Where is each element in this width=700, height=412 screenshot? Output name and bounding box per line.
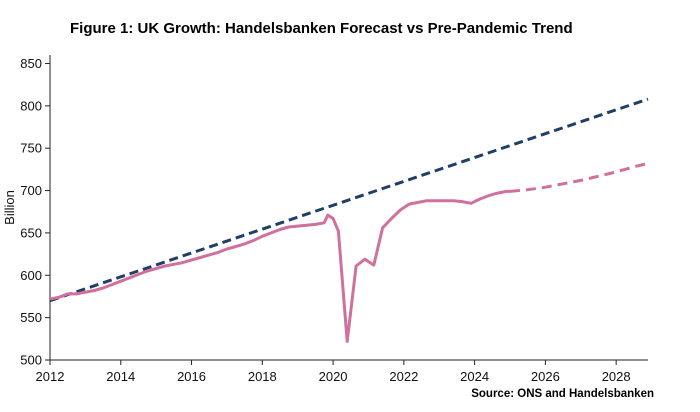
y-tick-label: 750 xyxy=(20,141,42,156)
series-line-actual xyxy=(49,189,510,343)
x-tick-label: 2016 xyxy=(177,369,206,384)
y-tick-label: 700 xyxy=(20,183,42,198)
x-tick-label: 2026 xyxy=(531,369,560,384)
y-tick-label: 800 xyxy=(20,98,42,113)
y-tick-label: 650 xyxy=(20,225,42,240)
chart-series-layer xyxy=(49,97,649,343)
x-tick-label: 2022 xyxy=(389,369,418,384)
chart-axes: 500 550 600 650 700 750 800 850 2012 2014 2016 2018… xyxy=(20,55,648,384)
series-line-forecast xyxy=(509,161,649,193)
y-tick-label: 500 xyxy=(20,353,42,368)
y-tick-label: 850 xyxy=(20,56,42,71)
source-note: Source: ONS and Handelsbanken xyxy=(471,388,654,400)
y-axis-title: Billion xyxy=(2,190,17,225)
x-tick-label: 2028 xyxy=(602,369,631,384)
x-tick-label: 2018 xyxy=(248,369,277,384)
x-tick-label: 2024 xyxy=(460,369,489,384)
chart-title: Figure 1: UK Growth: Handelsbanken Forec… xyxy=(70,20,573,37)
series-line-trend xyxy=(49,97,649,303)
y-tick-label: 600 xyxy=(20,268,42,283)
x-tick-label: 2012 xyxy=(36,369,65,384)
x-tick-label: 2014 xyxy=(106,369,135,384)
y-tick-label: 550 xyxy=(20,310,42,325)
x-tick-label: 2020 xyxy=(319,369,348,384)
